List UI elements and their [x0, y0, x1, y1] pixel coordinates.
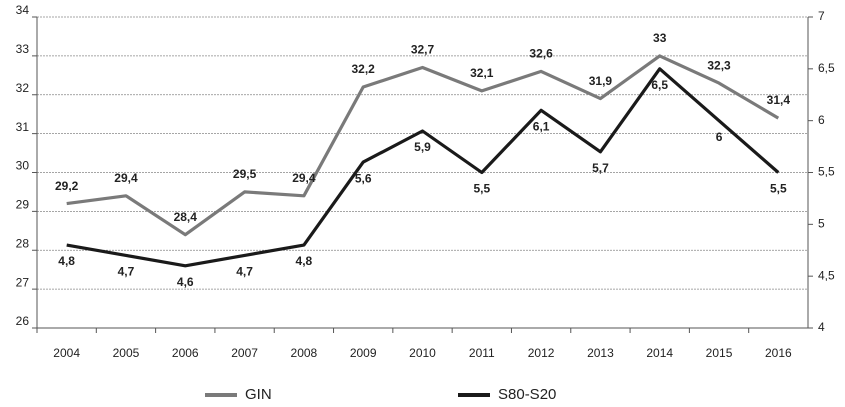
- legend-label: GIN: [245, 386, 272, 403]
- x-tick-label: 2012: [528, 346, 555, 360]
- data-label: 32,3: [707, 58, 731, 72]
- x-tick-label: 2008: [291, 346, 318, 360]
- x-tick-label: 2009: [350, 346, 377, 360]
- y-tick-label: 30: [16, 159, 30, 173]
- y-tick-label: 31: [16, 120, 30, 134]
- y2-tick-label: 6,5: [818, 61, 835, 75]
- y2-tick-label: 4: [818, 320, 825, 334]
- data-label: 33: [653, 31, 667, 45]
- data-label: 29,5: [233, 167, 257, 181]
- data-label: 29,4: [292, 171, 316, 185]
- x-tick-label: 2016: [765, 346, 792, 360]
- data-label: 4,8: [296, 254, 313, 268]
- y-tick-label: 32: [16, 81, 30, 95]
- legend-label: S80-S20: [498, 386, 556, 403]
- y-tick-label: 27: [16, 275, 30, 289]
- y2-tick-label: 5: [818, 217, 825, 231]
- y-tick-label: 29: [16, 198, 30, 212]
- data-label: 6,1: [533, 119, 550, 133]
- data-label: 31,4: [767, 93, 791, 107]
- y-tick-label: 28: [16, 236, 30, 250]
- data-label: 5,5: [473, 182, 490, 196]
- y2-tick-label: 4,5: [818, 268, 835, 282]
- x-tick-label: 2004: [53, 346, 80, 360]
- data-label: 5,5: [770, 182, 787, 196]
- y2-tick-label: 6: [818, 113, 825, 127]
- y2-tick-label: 5,5: [818, 165, 835, 179]
- data-label: 32,1: [470, 66, 494, 80]
- x-tick-label: 2010: [409, 346, 436, 360]
- data-label: 32,2: [352, 62, 376, 76]
- data-label: 5,9: [414, 140, 431, 154]
- x-tick-label: 2014: [646, 346, 673, 360]
- series-line: [66, 54, 780, 237]
- data-label: 5,7: [592, 161, 609, 175]
- data-label: 32,6: [529, 47, 553, 61]
- y-tick-label: 33: [16, 42, 30, 56]
- data-label: 29,4: [114, 171, 138, 185]
- data-label: 4,6: [177, 275, 194, 289]
- data-label: 4,7: [236, 265, 253, 279]
- data-label: 29,2: [55, 179, 79, 193]
- y-tick-label: 34: [16, 3, 30, 17]
- y-tick-label: 26: [16, 314, 30, 328]
- data-label: 6,5: [651, 78, 668, 92]
- data-label: 4,7: [118, 265, 135, 279]
- x-tick-label: 2006: [172, 346, 199, 360]
- x-tick-label: 2005: [113, 346, 140, 360]
- x-tick-label: 2015: [706, 346, 733, 360]
- data-label: 5,6: [355, 171, 372, 185]
- data-label: 6: [716, 130, 723, 144]
- series-line: [66, 67, 780, 268]
- y2-tick-label: 7: [818, 9, 825, 23]
- data-label: 32,7: [411, 43, 435, 57]
- data-label: 31,9: [589, 74, 613, 88]
- x-tick-label: 2013: [587, 346, 614, 360]
- x-tick-label: 2011: [469, 346, 495, 360]
- x-tick-label: 2007: [231, 346, 258, 360]
- data-label: 4,8: [58, 254, 75, 268]
- data-label: 28,4: [174, 210, 198, 224]
